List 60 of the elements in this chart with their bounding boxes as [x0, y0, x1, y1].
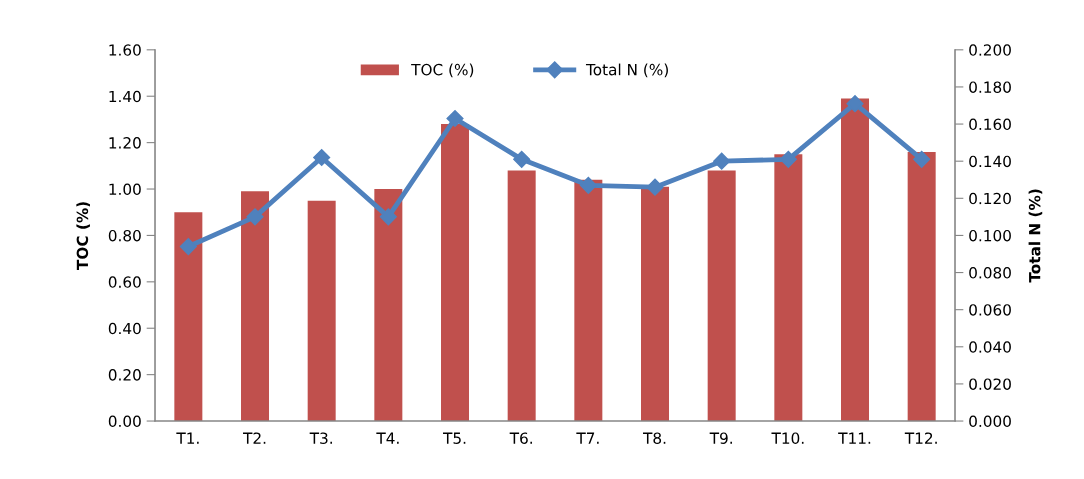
x-tick-label: T1. — [176, 432, 199, 444]
y2-tick-label: 0.180 — [969, 81, 1011, 93]
y2-tick-label: 0.100 — [969, 229, 1011, 242]
y-tick-label: 0.40 — [108, 322, 141, 335]
point — [779, 150, 797, 168]
bar — [574, 179, 603, 422]
y-tick-label: 1.40 — [109, 90, 141, 103]
y2-tick-label: 0.140 — [969, 155, 1011, 168]
bar — [907, 151, 936, 422]
point — [313, 148, 331, 167]
y-tick-label: 1.20 — [109, 137, 141, 149]
y-axis-title: TOC (%) — [76, 202, 90, 270]
y-tick-label: 0.00 — [108, 415, 141, 428]
y2-tick-label: 0.000 — [969, 415, 1011, 428]
x-tick-label: T3. — [309, 432, 332, 444]
y-tick-label: 1.00 — [109, 183, 141, 196]
y-tick-label: 1.60 — [109, 44, 141, 56]
y-tick-label: 0.60 — [108, 276, 141, 288]
point — [713, 152, 731, 170]
x-tick-label: T6. — [509, 432, 532, 444]
bar — [707, 170, 736, 422]
point — [646, 178, 664, 196]
point — [379, 208, 397, 226]
x-tick-label: T8. — [643, 432, 666, 444]
bar — [507, 170, 536, 422]
x-tick-label: T9. — [709, 432, 732, 444]
point — [513, 150, 531, 168]
bar — [307, 200, 336, 422]
x-tick-label: T4. — [376, 432, 399, 444]
x-tick-label: T7. — [576, 432, 599, 444]
x-tick-label: T12. — [904, 432, 937, 444]
x-tick-label: T5. — [443, 432, 466, 444]
y2-tick-label: 0.200 — [969, 44, 1011, 56]
y2-axis-title: Total N (%) — [1028, 189, 1043, 283]
point — [179, 238, 197, 256]
y2-tick-label: 0.060 — [969, 304, 1011, 316]
bar — [641, 186, 670, 422]
bar — [841, 98, 869, 422]
point — [246, 208, 264, 226]
bar — [374, 189, 403, 422]
point — [913, 150, 931, 168]
y-tick-label: 0.20 — [108, 369, 141, 381]
legend-label: TOC (%) — [411, 63, 474, 78]
point — [846, 95, 864, 113]
y2-tick-label: 0.120 — [969, 192, 1011, 205]
x-tick-label: T10. — [771, 432, 804, 444]
bar — [174, 212, 203, 422]
y2-tick-label: 0.160 — [969, 118, 1011, 131]
y2-tick-label: 0.080 — [969, 267, 1011, 279]
x-tick-label: T2. — [243, 432, 266, 444]
point — [579, 176, 597, 194]
x-tick-label: T11. — [838, 432, 871, 444]
y2-tick-label: 0.020 — [969, 378, 1011, 390]
bar — [441, 124, 470, 422]
point — [446, 109, 464, 128]
y2-tick-label: 0.040 — [969, 341, 1011, 353]
bar — [774, 154, 803, 422]
legend-label: Total N (%) — [585, 63, 668, 78]
bar — [241, 191, 270, 422]
y-tick-label: 0.80 — [108, 229, 141, 242]
